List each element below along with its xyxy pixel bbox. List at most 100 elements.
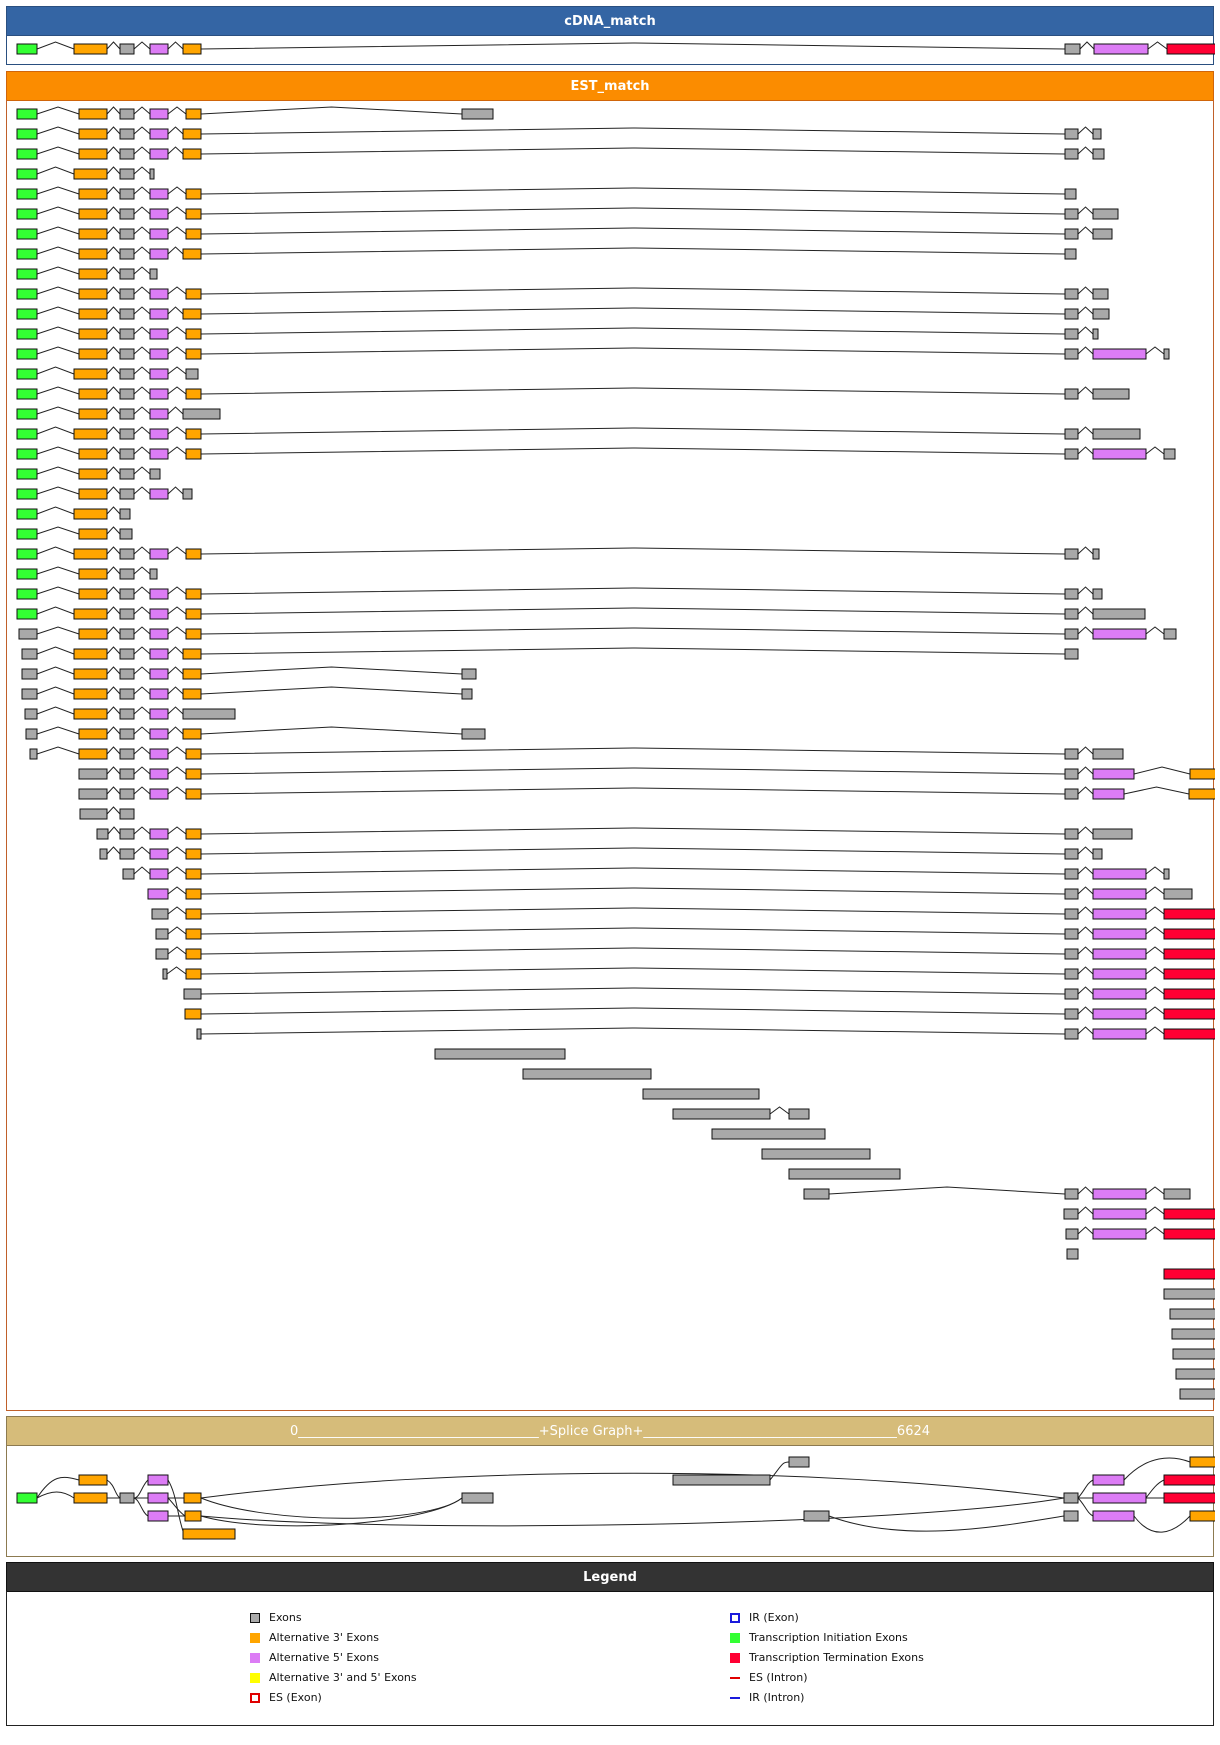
intron-line (106, 766, 121, 775)
alt3-exon-block (78, 728, 108, 740)
alt5-exon-block (149, 108, 169, 120)
intron-line (167, 446, 187, 455)
intron-line (200, 187, 1066, 195)
intron-line (1077, 446, 1094, 455)
est-track-row (788, 1168, 901, 1180)
exon-block (1163, 1188, 1191, 1200)
intron-line (200, 847, 1066, 855)
splice-edge (1123, 1457, 1191, 1481)
alt5-exon-block (149, 248, 169, 260)
exon-block (119, 828, 135, 840)
est-track-row (155, 946, 1215, 960)
alt3-exon-block (78, 188, 108, 200)
alt5-exon-block (149, 448, 169, 460)
intron-line (1077, 786, 1094, 795)
intron-line (200, 207, 1066, 215)
intron-line (200, 767, 1066, 775)
legend-label: ES (Intron) (749, 1671, 808, 1684)
initiation-exon-block (16, 288, 38, 300)
alt3-exon-block (1188, 788, 1215, 800)
intron-line (769, 1106, 790, 1115)
alt5-exon-block (149, 288, 169, 300)
alt5-exon-block (149, 368, 169, 380)
splice-edge (1145, 1479, 1165, 1499)
alt3-exon-block (78, 308, 108, 320)
intron-line (167, 686, 184, 695)
intron-line (200, 247, 1066, 255)
ir-intron-swatch-icon (730, 1697, 740, 1699)
intron-line (133, 406, 151, 415)
intron-line (200, 227, 1066, 235)
legend-label: Transcription Termination Exons (749, 1651, 924, 1664)
intron-line (106, 146, 121, 155)
exon-block (1092, 748, 1124, 760)
exon-block (182, 708, 236, 720)
intron-line (200, 867, 1066, 875)
alt5-exon-block (1092, 1208, 1147, 1220)
intron-line (167, 306, 184, 315)
intron-line (133, 226, 151, 235)
est-track-row (78, 766, 1215, 780)
legend-item-ir-exon: IR (Exon) (730, 1611, 799, 1625)
exon-block (1064, 588, 1079, 600)
exon-block (1092, 588, 1103, 600)
exon-block (1092, 848, 1103, 860)
est-track-row (196, 1026, 1215, 1040)
alt5-exon-block (149, 148, 169, 160)
exon-block (119, 428, 135, 440)
intron-line (200, 927, 1066, 935)
term-swatch-icon (730, 1653, 740, 1663)
legend-label: Alternative 3' Exons (269, 1631, 379, 1644)
termination-exon-block (1163, 1268, 1215, 1280)
alt3-exon-block (78, 148, 108, 160)
est-track-row (16, 346, 1170, 360)
exon-block (119, 348, 135, 360)
splice-graph-title: 0_____________________________________+S… (289, 1424, 931, 1439)
alt3-exon-block (185, 828, 202, 840)
intron-line (200, 987, 1066, 995)
intron-line (36, 546, 75, 555)
alt5-exon-block (149, 208, 169, 220)
exon-block (119, 208, 135, 220)
intron-line (106, 266, 121, 275)
intron-line (133, 626, 151, 635)
alt5-exon-block (149, 548, 169, 560)
legend-panel: Exons Alternative 3' Exons Alternative 5' … (6, 1591, 1214, 1726)
intron-line (1145, 886, 1165, 895)
intron-line (1145, 1006, 1165, 1015)
intron-line (167, 146, 184, 155)
est-track-row (29, 746, 1124, 760)
est-track-row (434, 1048, 566, 1060)
legend-label: IR (Exon) (749, 1611, 799, 1624)
initiation-exon-block (16, 348, 38, 360)
intron-line (106, 366, 121, 375)
exon-block (1092, 548, 1100, 560)
legend-item-init: Transcription Initiation Exons (730, 1631, 908, 1645)
alt5-exon-block (149, 728, 169, 740)
intron-line (1077, 1026, 1094, 1035)
splice-graph-header: 0_____________________________________+S… (6, 1416, 1214, 1446)
alt3-swatch-icon (250, 1633, 260, 1643)
exon-block (119, 108, 135, 120)
initiation-exon-block (16, 268, 38, 280)
termination-exon-block (1163, 908, 1215, 920)
alt3-exon-block (78, 468, 108, 480)
alt5-exon-node (1092, 1474, 1125, 1486)
exon-block (119, 788, 135, 800)
alt5-exon-block (1092, 1188, 1147, 1200)
intron-line (1077, 626, 1094, 635)
alt5-exon-block (1092, 1028, 1147, 1040)
exon-block (119, 408, 135, 420)
est-track-row (16, 586, 1103, 600)
intron-line (1145, 1206, 1165, 1215)
intron-line (167, 626, 187, 635)
intron-line (133, 446, 151, 455)
intron-line (36, 186, 80, 195)
exon-block (1092, 608, 1146, 620)
exon-block (21, 688, 38, 700)
intron-line (1077, 546, 1094, 555)
intron-line (1077, 746, 1094, 755)
alt3-exon-block (73, 168, 108, 180)
exon-block (1064, 848, 1079, 860)
legend-item-ir-intron: IR (Intron) (730, 1691, 804, 1705)
